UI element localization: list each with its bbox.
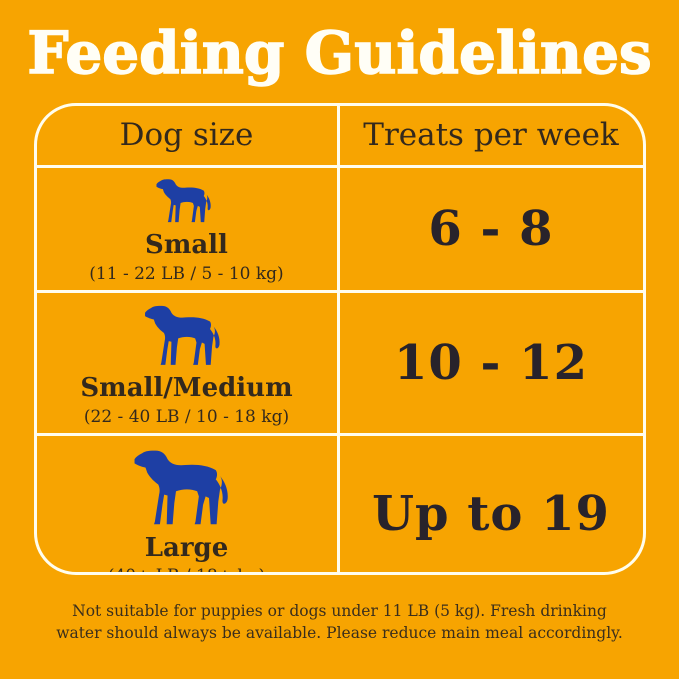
dog-weight-range: (40+ LB / 18+ kg): [108, 566, 265, 571]
column-header-dog-size: Dog size: [36, 105, 340, 168]
small-dog-silhouette-icon: [155, 174, 219, 224]
page-title: Feeding Guidelines: [27, 19, 653, 87]
feeding-guidelines-table: Dog size Treats per week Small (11 - 22 …: [33, 102, 646, 575]
large-dog-silhouette-icon: [132, 442, 242, 527]
dog-weight-range: (11 - 22 LB / 5 - 10 kg): [89, 263, 284, 284]
dog-size-label: Small/Medium: [80, 372, 293, 403]
dog-weight-range: (22 - 40 LB / 10 - 18 kg): [83, 406, 290, 427]
table-row-medium-treats-cell: 10 - 12: [339, 293, 643, 436]
disclaimer-note: Not suitable for puppies or dogs under 1…: [56, 601, 623, 643]
column-header-treats-per-week: Treats per week: [339, 106, 643, 168]
medium-dog-silhouette-icon: [143, 299, 231, 367]
table-row-large-size-cell: Large (40+ LB / 18+ kg): [37, 435, 340, 572]
table-row-medium-size-cell: Small/Medium (22 - 40 LB / 10 - 18 kg): [36, 292, 340, 436]
dog-size-label: Large: [144, 532, 229, 563]
table-row-large-treats-cell: Up to 19: [372, 486, 610, 543]
table-row-small-size-cell: Small (11 - 22 LB / 5 - 10 kg): [36, 167, 340, 293]
feeding-guidelines-infographic: Feeding Guidelines Dog size Treats per w…: [0, 19, 679, 679]
table-row-small-treats-cell: 6 - 8: [339, 168, 643, 293]
dog-size-label: Small: [145, 229, 228, 260]
